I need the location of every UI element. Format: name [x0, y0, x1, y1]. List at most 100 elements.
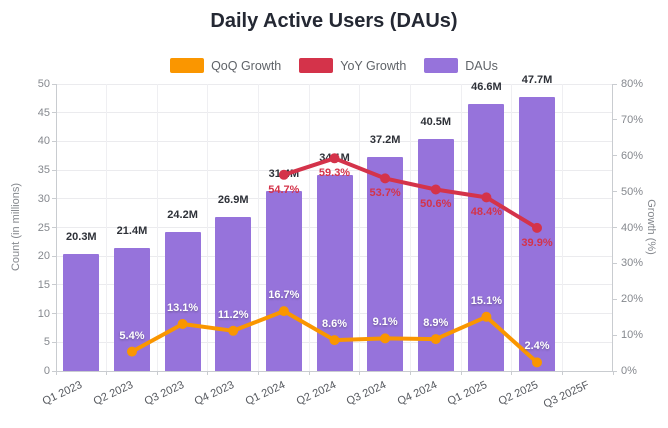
legend-label: QoQ Growth	[211, 58, 282, 73]
left-axis-tick-label: 20	[37, 250, 50, 263]
yoy-point[interactable]	[380, 173, 391, 184]
left-axis-tick	[52, 227, 56, 228]
line-series-layer	[127, 153, 542, 368]
right-axis-tick	[613, 191, 617, 193]
yoy-point-label: 53.7%	[369, 187, 401, 200]
v-gridline	[156, 84, 158, 371]
dau-bar-label: 40.5M	[420, 115, 452, 128]
qoq-point-label: 5.4%	[119, 329, 145, 342]
right-axis-tick-label: 10%	[621, 329, 644, 342]
yoy-point[interactable]	[532, 222, 542, 233]
right-axis-tick-label: 80%	[621, 78, 644, 90]
dau-bar[interactable]	[215, 216, 252, 371]
qoq-point-label: 8.9%	[423, 317, 449, 330]
v-gridline	[207, 84, 209, 371]
right-axis-tick	[613, 83, 617, 85]
right-axis-tick-label: 40%	[621, 221, 644, 234]
left-axis-tick-label: 15	[37, 278, 50, 291]
left-axis-tick	[52, 83, 56, 85]
legend-item-yoy-growth[interactable]: YoY Growth	[299, 58, 406, 73]
right-axis-tick-label: 70%	[621, 113, 644, 126]
qoq-point-label: 8.6%	[321, 318, 348, 331]
dau-bar[interactable]	[164, 232, 201, 371]
left-axis-tick	[52, 313, 56, 315]
legend-swatch	[170, 58, 205, 73]
chart-legend: QoQ Growth YoY Growth DAUs	[0, 58, 668, 73]
qoq-point-label: 9.1%	[372, 316, 398, 329]
dau-bar-label: 46.6M	[471, 80, 502, 93]
qoq-point-label: 16.7%	[268, 289, 300, 302]
dau-bar[interactable]	[265, 190, 302, 371]
x-axis-tick	[460, 371, 462, 375]
left-axis-tick	[52, 198, 56, 200]
yoy-point[interactable]	[430, 184, 441, 195]
left-axis-line	[56, 84, 57, 371]
left-axis-tick-label: 0	[43, 365, 50, 377]
qoq-point[interactable]	[481, 311, 492, 322]
x-axis-tick	[561, 371, 563, 375]
right-axis-tick-label: 50%	[621, 185, 644, 198]
legend-swatch	[299, 58, 334, 73]
dau-bar[interactable]	[63, 254, 100, 371]
chart-title: Daily Active Users (DAUs)	[210, 10, 458, 32]
legend-item-daus[interactable]: DAUs	[424, 58, 498, 73]
left-axis-tick-label: 25	[37, 221, 50, 234]
h-gridline	[56, 140, 613, 142]
yoy-point[interactable]	[329, 153, 340, 164]
legend-label: DAUs	[465, 58, 498, 73]
qoq-point[interactable]	[430, 334, 441, 345]
yoy-point-label: 50.6%	[420, 198, 452, 211]
left-axis-tick-label: 40	[37, 135, 50, 148]
yoy-point[interactable]	[481, 192, 492, 203]
qoq-point-label: 2.4%	[524, 340, 550, 353]
right-axis-tick-label: 20%	[621, 293, 644, 306]
qoq-point[interactable]	[278, 306, 289, 317]
dau-bar-label: 37.2M	[369, 134, 401, 147]
left-axis-tick-label: 30	[37, 192, 50, 205]
qoq-point[interactable]	[127, 346, 137, 357]
left-axis-tick-label: 35	[37, 164, 50, 177]
left-axis-tick	[52, 255, 56, 257]
qoq-point[interactable]	[177, 319, 188, 329]
x-axis-tick	[156, 371, 158, 375]
v-gridline	[308, 84, 310, 371]
qoq-point[interactable]	[329, 335, 340, 346]
x-axis-tick	[207, 371, 209, 375]
left-axis-tick-label: 50	[37, 78, 50, 90]
left-axis-tick	[52, 370, 56, 372]
dau-bar[interactable]	[519, 97, 556, 371]
right-axis-tick-label: 30%	[621, 257, 644, 270]
h-gridline	[56, 83, 613, 85]
left-axis-tick	[52, 112, 56, 114]
bottom-axis-line	[56, 371, 613, 372]
x-axis-label: Q1 2023	[41, 379, 85, 408]
left-axis-tick-label: 10	[37, 307, 50, 320]
yoy-point-label: 54.7%	[268, 183, 300, 196]
right-axis-title: Growth (%)	[645, 199, 657, 255]
yoy-point-label: 59.3%	[318, 167, 351, 180]
v-gridline	[511, 84, 513, 371]
x-axis-tick	[106, 371, 108, 375]
left-axis-tick	[52, 169, 56, 171]
qoq-point[interactable]	[532, 357, 542, 368]
right-axis-tick	[613, 155, 617, 157]
yoy-point[interactable]	[278, 169, 289, 180]
v-gridline	[258, 84, 260, 371]
dau-bar-label: 26.9M	[217, 193, 249, 206]
dau-bar-label: 47.7M	[521, 74, 553, 87]
right-axis-line	[612, 84, 613, 371]
v-gridline	[460, 84, 462, 371]
x-axis-tick	[409, 371, 411, 375]
qoq-point[interactable]	[228, 325, 239, 336]
qoq-point-label: 11.2%	[217, 308, 249, 321]
dau-bar-label: 21.4M	[116, 225, 148, 238]
qoq-point[interactable]	[380, 333, 391, 344]
qoq-point-label: 13.1%	[166, 302, 199, 314]
left-axis-tick	[52, 284, 56, 286]
right-axis-tick-label: 60%	[621, 149, 644, 162]
legend-item-qoq-growth[interactable]: QoQ Growth	[170, 58, 281, 73]
qoq-point-label: 15.1%	[470, 294, 503, 307]
v-gridline	[106, 84, 108, 371]
x-axis-tick	[55, 371, 57, 375]
right-axis-tick-label: 0%	[621, 365, 637, 377]
